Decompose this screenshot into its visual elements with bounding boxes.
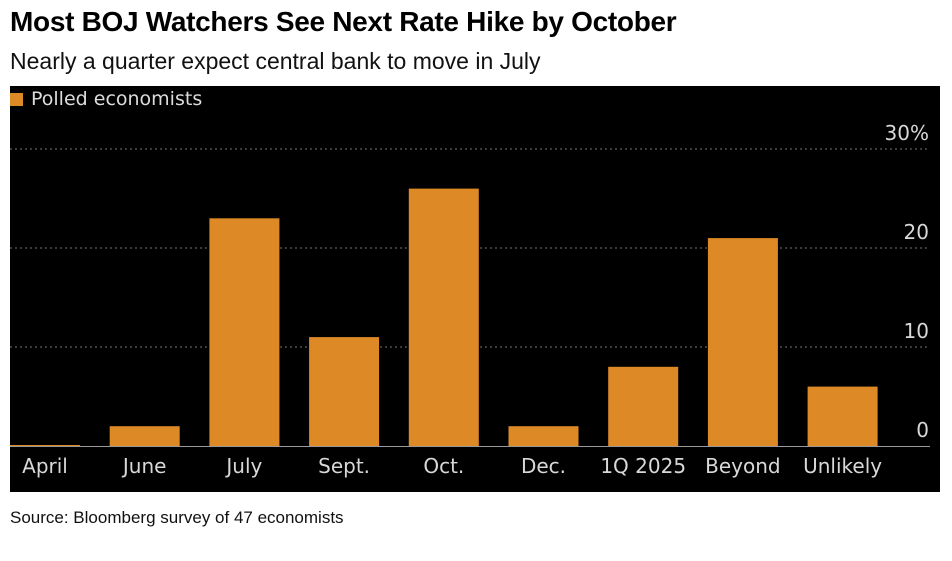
y-tick-label: 20	[904, 220, 929, 244]
legend-swatch	[10, 92, 23, 106]
bar	[209, 218, 280, 446]
x-tick-label: Unlikely	[803, 454, 882, 478]
source-note: Source: Bloomberg survey of 47 economist…	[10, 508, 344, 527]
bar	[408, 188, 479, 446]
y-tick-label: 0	[916, 418, 929, 442]
x-tick-label: April	[22, 454, 68, 478]
bar	[608, 366, 679, 446]
x-tick-label: Oct.	[423, 454, 464, 478]
y-tick-label: 10	[904, 319, 929, 343]
bar	[309, 337, 380, 446]
legend-label: Polled economists	[31, 88, 203, 110]
x-tick-label: Dec.	[521, 454, 566, 478]
chart-title: Most BOJ Watchers See Next Rate Hike by …	[10, 6, 677, 37]
chart-subtitle: Nearly a quarter expect central bank to …	[10, 48, 541, 74]
bar	[807, 386, 878, 446]
x-tick-label: July	[224, 454, 262, 478]
legend: Polled economists	[10, 88, 202, 110]
y-tick-label: 30%	[885, 121, 929, 145]
bar	[707, 238, 778, 446]
x-tick-label: Beyond	[705, 454, 780, 478]
x-tick-label: June	[121, 454, 167, 478]
bar	[10, 445, 80, 446]
bar	[109, 426, 180, 446]
x-tick-label: 1Q 2025	[600, 454, 686, 478]
x-tick-label: Sept.	[318, 454, 370, 478]
bar	[508, 426, 579, 446]
